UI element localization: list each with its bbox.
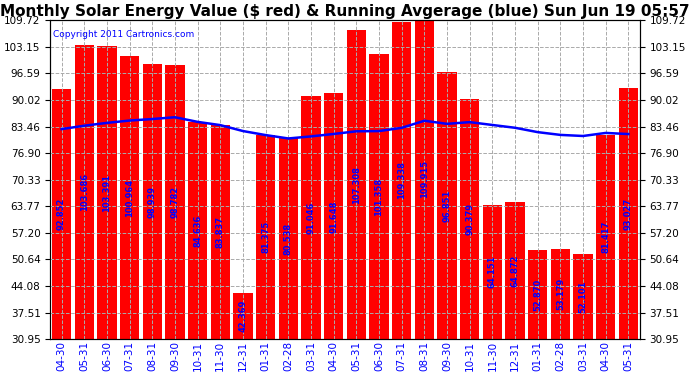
Bar [188, 122, 207, 375]
Text: 83.837: 83.837 [216, 216, 225, 248]
Text: 91.648: 91.648 [329, 200, 338, 232]
Bar [528, 251, 547, 375]
Text: 64.151: 64.151 [488, 256, 497, 288]
Bar [437, 72, 457, 375]
Text: 52.870: 52.870 [533, 279, 542, 311]
Bar [279, 138, 298, 375]
Text: 92.852: 92.852 [57, 198, 66, 230]
Text: 90.379: 90.379 [465, 203, 474, 235]
Bar [75, 45, 94, 375]
Bar [460, 99, 480, 375]
Bar [120, 56, 139, 375]
Bar [415, 20, 434, 375]
Text: 93.027: 93.027 [624, 198, 633, 230]
Text: 107.308: 107.308 [352, 166, 361, 204]
Text: 109.915: 109.915 [420, 160, 429, 198]
Bar [392, 22, 411, 375]
Bar [551, 249, 570, 375]
Text: 81.417: 81.417 [601, 221, 610, 253]
Title: Monthly Solar Energy Value ($ red) & Running Avgerage (blue) Sun Jun 19 05:57: Monthly Solar Energy Value ($ red) & Run… [0, 4, 690, 19]
Text: 81.375: 81.375 [261, 221, 270, 253]
Bar [52, 88, 71, 375]
Text: 101.358: 101.358 [375, 178, 384, 216]
Bar [256, 135, 275, 375]
Bar [166, 64, 185, 375]
Bar [619, 88, 638, 375]
Bar [233, 293, 253, 375]
Text: 42.369: 42.369 [239, 300, 248, 332]
Bar [573, 254, 593, 375]
Bar [505, 202, 524, 375]
Bar [143, 64, 162, 375]
Bar [210, 125, 230, 375]
Text: 103.686: 103.686 [80, 173, 89, 211]
Text: 98.939: 98.939 [148, 186, 157, 218]
Text: 84.636: 84.636 [193, 214, 202, 247]
Bar [483, 205, 502, 375]
Text: 100.964: 100.964 [125, 178, 134, 216]
Text: 103.391: 103.391 [102, 174, 112, 211]
Text: 80.538: 80.538 [284, 223, 293, 255]
Bar [324, 93, 344, 375]
Bar [596, 135, 615, 375]
Bar [346, 30, 366, 375]
Bar [97, 46, 117, 375]
Text: 64.872: 64.872 [511, 254, 520, 287]
Text: 53.179: 53.179 [556, 278, 565, 310]
Text: 91.046: 91.046 [306, 201, 315, 234]
Text: 52.101: 52.101 [578, 280, 588, 313]
Text: 98.782: 98.782 [170, 186, 179, 218]
Text: 109.338: 109.338 [397, 162, 406, 200]
Bar [369, 54, 388, 375]
Bar [302, 96, 321, 375]
Text: 96.851: 96.851 [442, 190, 451, 222]
Text: Copyright 2011 Cartronics.com: Copyright 2011 Cartronics.com [53, 30, 195, 39]
